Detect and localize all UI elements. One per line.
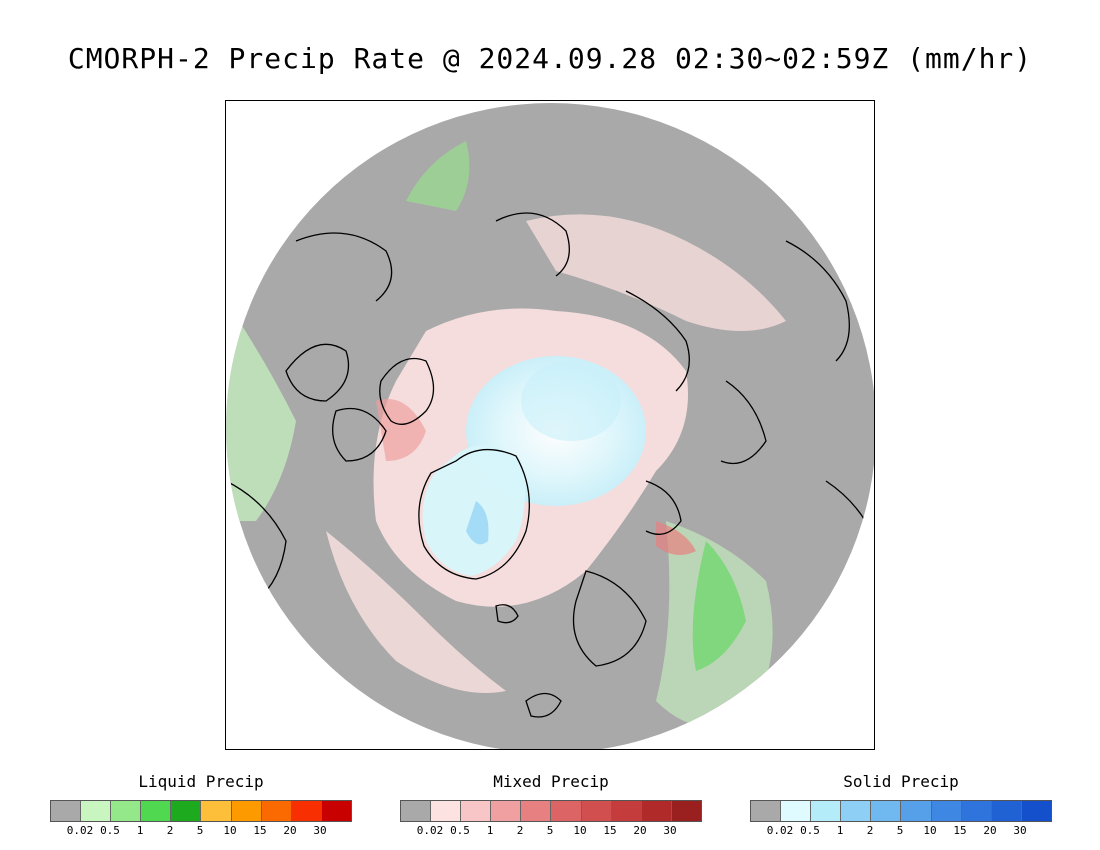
far-east-coast [785, 240, 850, 362]
legend-tick-liquid-4: 5 [196, 824, 204, 837]
legend-swatch-liquid-5 [201, 801, 232, 821]
legend-tick-liquid-6: 15 [253, 824, 267, 837]
legend-swatch-liquid-4 [171, 801, 202, 821]
legend-title-mixed: Mixed Precip [493, 772, 609, 791]
legend-tick-solid-3: 2 [866, 824, 874, 837]
legend-title-solid: Solid Precip [843, 772, 959, 791]
mixed-area-siberia [526, 214, 786, 331]
legend-solid: Solid Precip 0.02 0.5 1 2 5 10 15 20 30 [750, 772, 1052, 838]
alaska-coast [295, 232, 393, 302]
legend-title-liquid: Liquid Precip [138, 772, 264, 791]
legend-tick-solid-1: 0.5 [800, 824, 820, 837]
legend-tick-liquid-5: 10 [223, 824, 237, 837]
legend-swatch-mixed-2 [461, 801, 492, 821]
scandinavia-coast [572, 570, 647, 667]
mixed-heavy-barents [656, 521, 696, 555]
legend-ticks-mixed: 0.02 0.5 1 2 5 10 15 20 30 [400, 824, 702, 838]
legend-tick-mixed-7: 20 [633, 824, 647, 837]
legend-tick-liquid-8: 30 [313, 824, 327, 837]
british-isles-coast [525, 692, 562, 718]
legend-swatch-mixed-8 [641, 801, 672, 821]
legend-tick-solid-2: 1 [836, 824, 844, 837]
novaya-zemlya-coast [645, 480, 682, 535]
precip-map [225, 100, 875, 750]
labrador-coast [245, 660, 317, 722]
legend-tick-mixed-2: 1 [486, 824, 494, 837]
legend-tick-mixed-6: 15 [603, 824, 617, 837]
greenland-coast [418, 448, 530, 580]
solid-heavy-greenland [466, 501, 489, 545]
legend-tick-solid-6: 15 [953, 824, 967, 837]
legend-tick-liquid-7: 20 [283, 824, 297, 837]
mixed-heavy-archipelago [376, 399, 426, 461]
legend-swatch-liquid-8 [291, 801, 322, 821]
legend-swatch-solid-8 [991, 801, 1022, 821]
legend-swatch-mixed-4 [521, 801, 552, 821]
legend-tick-mixed-4: 5 [546, 824, 554, 837]
legend-swatch-liquid-9 [321, 801, 351, 821]
legend-swatches-mixed [400, 800, 702, 822]
legend-swatch-liquid-0 [51, 801, 82, 821]
ellesmere-coast [379, 357, 435, 425]
legend-swatch-mixed-9 [671, 801, 701, 821]
legend-tick-solid-4: 5 [896, 824, 904, 837]
legend-tick-mixed-3: 2 [516, 824, 524, 837]
legend-mixed: Mixed Precip 0.02 0.5 1 2 5 10 15 20 30 [400, 772, 702, 838]
legend-tick-liquid-3: 2 [166, 824, 174, 837]
liquid-area-alaska [406, 141, 470, 211]
legend-swatch-solid-4 [871, 801, 902, 821]
legend-swatch-mixed-1 [431, 801, 462, 821]
legend-ticks-liquid: 0.02 0.5 1 2 5 10 15 20 30 [50, 824, 352, 838]
legend-swatch-liquid-6 [231, 801, 262, 821]
iceland-coast [495, 604, 519, 624]
legend-swatch-mixed-5 [551, 801, 582, 821]
legend-swatch-solid-6 [931, 801, 962, 821]
legend-tick-liquid-2: 1 [136, 824, 144, 837]
legend-tick-liquid-1: 0.5 [100, 824, 120, 837]
coastlines [226, 212, 872, 722]
baffin-coast [332, 407, 387, 462]
liquid-heavy-scandinavia [692, 541, 746, 671]
legend-swatch-liquid-2 [111, 801, 142, 821]
map-title: CMORPH-2 Precip Rate @ 2024.09.28 02:30~… [67, 42, 1033, 75]
legend-tick-mixed-1: 0.5 [450, 824, 470, 837]
legend-tick-mixed-8: 30 [663, 824, 677, 837]
legend-swatch-liquid-7 [261, 801, 292, 821]
legend-swatch-solid-1 [781, 801, 812, 821]
legend-tick-mixed-0: 0.02 [416, 824, 444, 837]
legend-tick-solid-0: 0.02 [766, 824, 794, 837]
legend-swatch-solid-5 [901, 801, 932, 821]
legend-ticks-solid: 0.02 0.5 1 2 5 10 15 20 30 [750, 824, 1052, 838]
legend-swatch-mixed-6 [581, 801, 612, 821]
liquid-area-canada [226, 301, 296, 521]
mixed-area-labrador [326, 531, 506, 693]
legend-swatches-solid [750, 800, 1052, 822]
legend-swatch-mixed-3 [491, 801, 522, 821]
taimyr-coast [720, 380, 767, 465]
legend-tick-solid-5: 10 [923, 824, 937, 837]
legend-swatch-solid-0 [751, 801, 782, 821]
solid-area-pole-inner [521, 361, 621, 441]
legend-tick-mixed-5: 10 [573, 824, 587, 837]
legend-swatch-mixed-0 [401, 801, 432, 821]
legend-swatch-solid-2 [811, 801, 842, 821]
legend-liquid: Liquid Precip 0.02 0.5 1 2 5 10 15 20 30 [50, 772, 352, 838]
polar-precip-map [226, 103, 874, 749]
legend-tick-liquid-0: 0.02 [66, 824, 94, 837]
siberia-coast [625, 290, 690, 392]
legend-swatch-solid-3 [841, 801, 872, 821]
legend-swatch-solid-7 [961, 801, 992, 821]
legend-swatch-solid-9 [1021, 801, 1051, 821]
canada-islands-coast [285, 343, 350, 402]
legend-tick-solid-7: 20 [983, 824, 997, 837]
legend-swatch-liquid-3 [141, 801, 172, 821]
legend-swatches-liquid [50, 800, 352, 822]
legend-swatch-liquid-1 [81, 801, 112, 821]
chukotka-coast [495, 212, 570, 277]
legend-tick-solid-8: 30 [1013, 824, 1027, 837]
hudson-coast [226, 480, 287, 602]
legend-swatch-mixed-7 [611, 801, 642, 821]
